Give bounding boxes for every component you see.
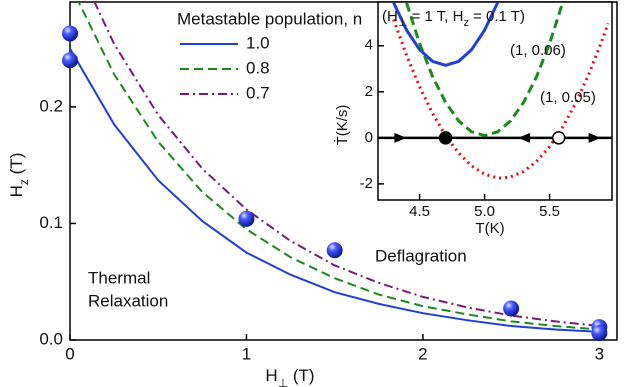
curves xyxy=(378,2,612,180)
flow-arrow xyxy=(518,132,531,143)
x-tick-label: 5.5 xyxy=(539,203,560,220)
y-tick-label: 0.2 xyxy=(39,96,63,115)
legend-label: 1.0 xyxy=(246,33,270,52)
data-point xyxy=(238,210,255,227)
series-label-part: (H xyxy=(382,8,398,25)
y-tick-label: 0.0 xyxy=(39,329,63,348)
series-label: (1, 0.05) xyxy=(540,89,596,106)
series-line xyxy=(70,48,600,333)
y-axis-label-part: z xyxy=(17,179,31,185)
inset-plot: 4.5 5.0 5.5 -2 0 2 4 T(K) Ṫ(K/s) (H⊥ = 1 T, Hz = … xyxy=(333,1,613,237)
series-label-part: (1, 0.06) xyxy=(510,42,566,59)
x-tick-label: 1 xyxy=(242,344,251,363)
fixed-point xyxy=(551,131,566,145)
y-axis-label-part: (T) xyxy=(7,153,26,179)
annotation: Thermal xyxy=(88,268,150,287)
series-line xyxy=(405,2,565,138)
x-tick-label: 2 xyxy=(418,344,427,363)
legend-label: 0.8 xyxy=(246,58,270,77)
flow-arrow xyxy=(588,132,601,143)
y-tick-label: 4 xyxy=(365,37,373,54)
y-tick-label: 0.1 xyxy=(39,213,63,232)
y-axis-label: Ṫ(K/s) xyxy=(333,105,351,146)
x-tick-label: 3 xyxy=(595,344,604,363)
x-axis-label: H⊥ (T) xyxy=(265,366,314,387)
series-label-part: (1, 0.05) xyxy=(540,89,596,106)
y-axis-label-part: H xyxy=(7,185,26,197)
x-axis-label-part: ⊥ xyxy=(278,376,288,387)
series-label-part: z xyxy=(463,17,469,29)
series-label: (1, 0.06) xyxy=(510,42,566,59)
y-axis-label: Hz (T) xyxy=(7,153,31,198)
data-point xyxy=(62,25,78,42)
legend-label: 0.7 xyxy=(246,83,270,102)
series-line xyxy=(392,2,499,67)
series-label: (H⊥ = 1 T, Hz = 0.1 T) xyxy=(382,8,525,29)
annotation: Deflagration xyxy=(375,246,467,265)
x-axis-label-part: (T) xyxy=(288,366,314,385)
data-point xyxy=(503,300,520,317)
x-tick-label: 0 xyxy=(65,344,74,363)
y-tick-label: 2 xyxy=(365,83,373,100)
x-axis-label: T(K) xyxy=(475,220,504,237)
series-line xyxy=(77,2,600,331)
legend-title: Metastable population, n xyxy=(177,9,362,28)
flow-arrow xyxy=(394,132,407,143)
annotation: Relaxation xyxy=(88,291,168,310)
series-label-part: = 1 T, H xyxy=(407,8,463,25)
data-point xyxy=(62,52,78,69)
data-point xyxy=(326,242,343,259)
curves xyxy=(70,2,600,333)
series-label-part: ⊥ xyxy=(398,17,408,29)
fixed-point xyxy=(438,131,453,145)
series-line xyxy=(93,2,600,328)
y-tick-label: 0 xyxy=(365,129,373,146)
x-tick-label: 4.5 xyxy=(409,203,430,220)
x-axis-label-part: H xyxy=(265,366,277,385)
data-point xyxy=(591,325,608,342)
x-tick-label: 5.0 xyxy=(474,203,495,220)
series-label-part: = 0.1 T) xyxy=(469,8,525,25)
y-tick-label: -2 xyxy=(360,175,373,192)
